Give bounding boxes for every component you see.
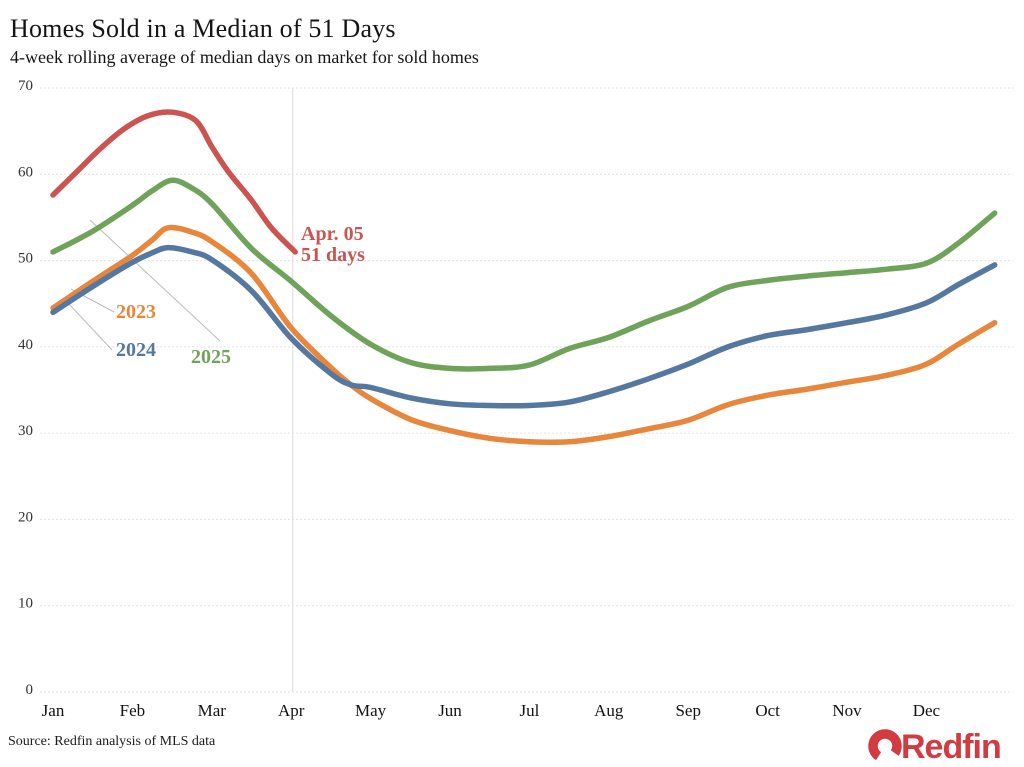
y-tick-label: 0: [26, 682, 34, 698]
current-value-annotation: Apr. 05 51 days: [301, 224, 365, 266]
series-line-2024: [50, 244, 998, 409]
x-tick-label: Apr: [278, 701, 305, 720]
x-tick-label: Jul: [519, 701, 539, 720]
x-tick-label: Dec: [913, 701, 941, 720]
x-tick-label: Jun: [438, 701, 462, 720]
x-tick-label: Aug: [594, 701, 624, 720]
legend-leader-line: [89, 219, 221, 342]
y-tick-label: 50: [18, 251, 33, 267]
annotation-value: 51 days: [301, 244, 365, 266]
redfin-logo-mark: [868, 729, 902, 763]
y-tick-label: 20: [18, 509, 33, 525]
redfin-logo: Redfin: [868, 728, 1002, 766]
series-line-current: [50, 109, 298, 255]
legend-label-2024: 2024: [116, 339, 156, 361]
y-tick-label: 30: [18, 423, 33, 439]
page-title: Homes Sold in a Median of 51 Days: [10, 14, 396, 43]
x-tick-label: May: [355, 701, 387, 720]
x-tick-label: Sep: [675, 701, 701, 720]
redfin-logo-text: Redfin: [901, 728, 1001, 766]
annotation-date: Apr. 05: [301, 223, 364, 245]
y-tick-label: 70: [18, 78, 33, 94]
series-line-2025: [50, 177, 998, 372]
x-tick-label: Mar: [198, 701, 227, 720]
y-tick-label: 40: [18, 337, 33, 353]
y-tick-label: 60: [18, 164, 33, 180]
x-tick-label: Feb: [120, 701, 146, 720]
legend-label-2023: 2023: [116, 301, 156, 323]
legend-leader-line: [68, 303, 113, 351]
page-subtitle: 4-week rolling average of median days on…: [10, 47, 479, 67]
x-tick-label: Oct: [755, 701, 780, 720]
y-tick-label: 10: [18, 596, 33, 612]
series-line-2023: [50, 224, 998, 446]
legend-label-2025: 2025: [191, 346, 231, 368]
x-tick-label: Jan: [42, 701, 65, 720]
x-tick-label: Nov: [832, 701, 862, 720]
source-note: Source: Redfin analysis of MLS data: [8, 734, 216, 749]
